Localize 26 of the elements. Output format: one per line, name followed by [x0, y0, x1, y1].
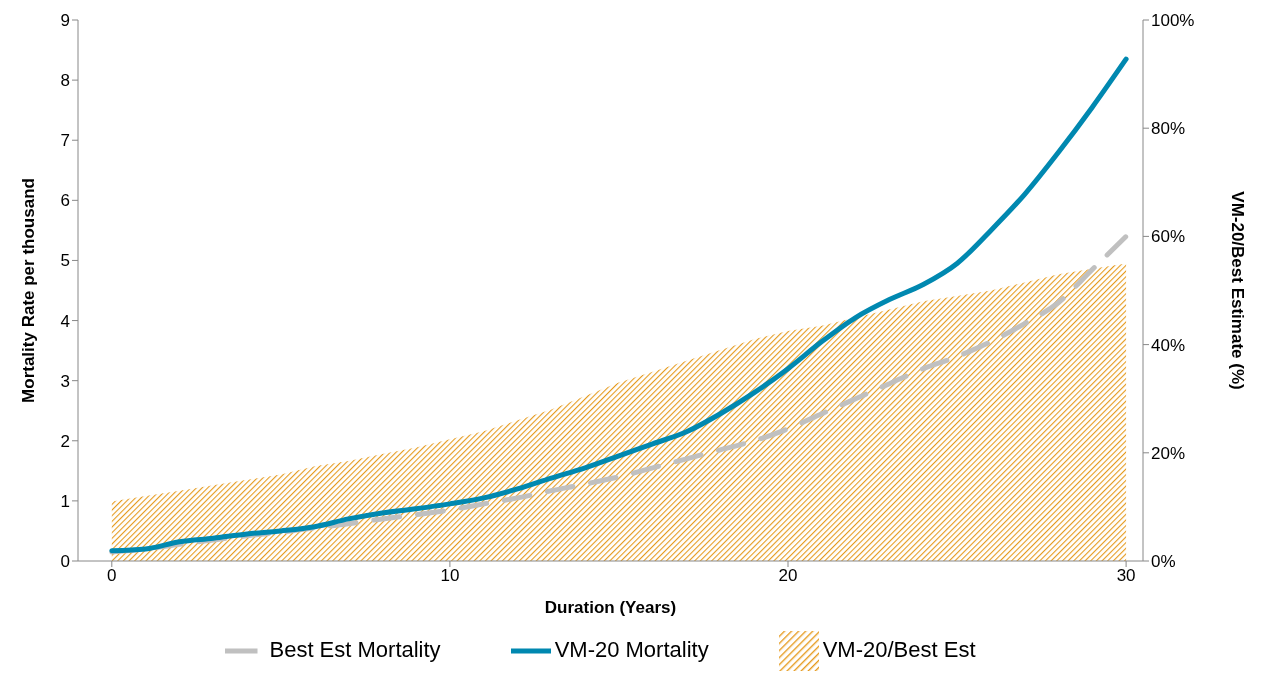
- y-tick-label: 1: [60, 491, 70, 511]
- y-tick-label: 7: [60, 131, 70, 151]
- y2-tick-label: 60%: [1151, 227, 1186, 247]
- x-axis-title: Duration (Years): [544, 598, 677, 617]
- y-tick-label: 5: [60, 251, 70, 271]
- y2-tick-label: 0%: [1151, 552, 1176, 572]
- y-tick-label: 3: [60, 371, 70, 391]
- y-axis-title: Mortality Rate per thousand: [19, 178, 39, 403]
- y2-tick-label: 100%: [1151, 11, 1195, 31]
- y-tick-label: 0: [60, 552, 70, 572]
- legend-label: Best Est Mortality: [269, 636, 441, 662]
- x-tick-label: 30: [1116, 566, 1136, 586]
- legend-label: VM-20 Mortality: [554, 636, 709, 662]
- y2-tick-label: 80%: [1151, 119, 1186, 139]
- y-tick-label: 6: [60, 191, 70, 211]
- y-tick-label: 8: [60, 71, 70, 91]
- x-tick-label: 10: [440, 566, 460, 586]
- legend-label: VM-20/Best Est: [822, 636, 976, 662]
- x-tick-label: 20: [778, 566, 798, 586]
- y2-tick-label: 40%: [1151, 335, 1186, 355]
- y-tick-label: 9: [60, 11, 70, 31]
- y-tick-label: 4: [60, 311, 70, 331]
- x-tick-label: 0: [107, 566, 117, 586]
- y2-axis-title: VM-20/Best Estimate (%): [1227, 191, 1247, 390]
- y-tick-label: 2: [60, 431, 70, 451]
- y2-tick-label: 20%: [1151, 443, 1186, 463]
